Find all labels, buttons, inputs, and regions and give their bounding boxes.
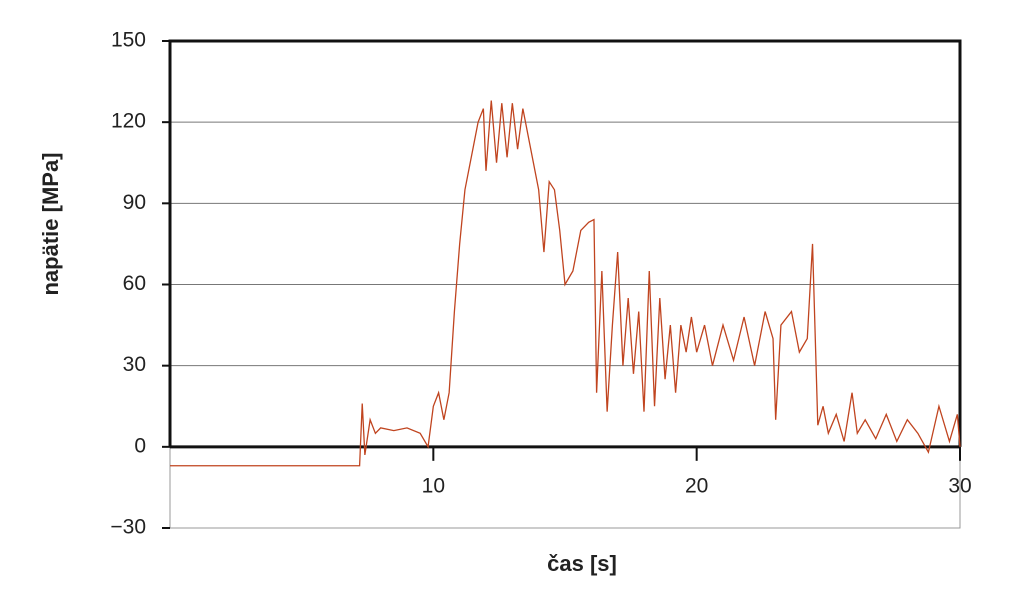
y-tick-label: 90 (123, 191, 146, 214)
y-tick-label: 30 (123, 353, 146, 376)
y-tick-label: 120 (111, 110, 146, 133)
y-tick-label: 60 (123, 272, 146, 295)
x-tick-label: 20 (685, 474, 708, 497)
axis-frame (168, 39, 962, 447)
y-axis-title: napätie [MPa] (38, 152, 63, 295)
y-tick-label: 150 (111, 29, 146, 52)
x-axis-title: čas [s] (547, 551, 617, 576)
y-tick-label: −30 (110, 516, 146, 539)
data-line (170, 100, 961, 467)
x-tick-label: 10 (422, 474, 445, 497)
y-tick-label: 0 (134, 434, 146, 457)
x-tick-label: 30 (948, 474, 971, 497)
